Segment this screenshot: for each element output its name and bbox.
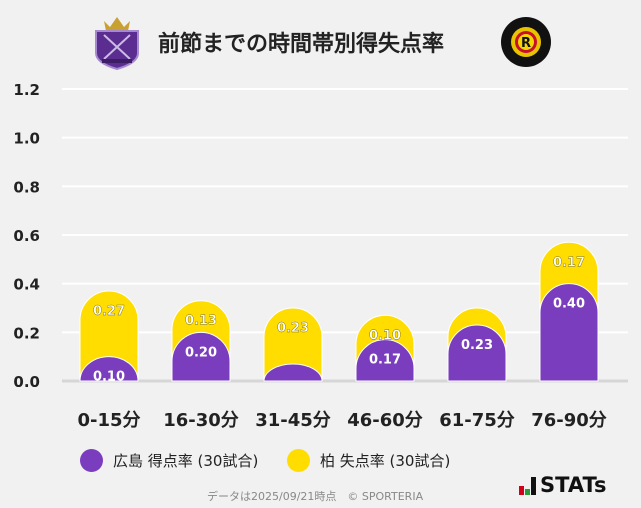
svg-text:R: R [521, 36, 531, 51]
bar-hiroshima-scored [171, 331, 231, 382]
footer-note: データは2025/09/21時点 © SPORTERIA [207, 490, 424, 503]
data-label-hiroshima: 0.40 [553, 297, 585, 312]
y-tick-label: 1.0 [13, 130, 40, 148]
data-label-kashiwa: 0.23 [277, 321, 309, 336]
x-tick-label: 61-75分 [439, 410, 515, 431]
bar-hiroshima-scored [539, 283, 599, 382]
data-label-hiroshima: 0.10 [93, 370, 125, 385]
x-tick-label: 46-60分 [347, 410, 423, 431]
legend-swatch-purple [80, 449, 103, 472]
bar-hiroshima-scored [79, 356, 139, 382]
y-tick-label: 1.2 [13, 81, 40, 99]
data-label-hiroshima: 0.20 [185, 345, 217, 360]
legend-item-hiroshima: 広島 得点率 (30試合) [80, 449, 258, 472]
bar-kashiwa-conceded [263, 307, 323, 382]
data-label-hiroshima: 0.23 [461, 338, 493, 353]
data-label-hiroshima: 0.17 [369, 353, 401, 368]
y-tick-label: 0.4 [13, 276, 40, 294]
data-label-kashiwa: 0.10 [369, 328, 401, 343]
bar-chart: 0.0 0.2 0.4 0.6 0.8 1.0 1.2 0.27 0.10 0-15分 0.13 0.… [13, 81, 628, 431]
bar-hiroshima-scored [263, 363, 323, 382]
data-label-kashiwa: 0.13 [185, 314, 217, 329]
sanfrecce-logo [95, 17, 139, 70]
x-tick-label: 16-30分 [163, 410, 239, 431]
legend-item-kashiwa: 柏 失点率 (30試合) [287, 449, 450, 472]
stats-wordmark: STATs [540, 473, 607, 497]
legend-label: 広島 得点率 (30試合) [113, 452, 259, 470]
data-label-kashiwa: 0.27 [93, 304, 125, 319]
x-tick-label: 31-45分 [255, 410, 331, 431]
kashiwa-reysol-logo: R [501, 17, 551, 67]
x-tick-label: 76-90分 [531, 410, 607, 431]
legend-swatch-yellow [287, 449, 310, 472]
bar-kashiwa-conceded [79, 290, 139, 382]
x-tick-label: 0-15分 [77, 410, 140, 431]
data-label-kashiwa: 0.17 [553, 255, 585, 270]
stats-logo-icon [519, 477, 536, 495]
y-tick-label: 0.0 [13, 373, 40, 391]
page-title: 前節までの時間帯別得失点率 [158, 32, 445, 57]
bar-hiroshima-scored [447, 324, 507, 382]
legend-label: 柏 失点率 (30試合) [320, 452, 451, 470]
y-tick-label: 0.6 [13, 227, 40, 245]
bar-hiroshima-scored [355, 339, 415, 382]
y-tick-label: 0.8 [13, 178, 40, 196]
y-tick-label: 0.2 [13, 324, 40, 342]
stats-brand: STATs [519, 473, 607, 497]
